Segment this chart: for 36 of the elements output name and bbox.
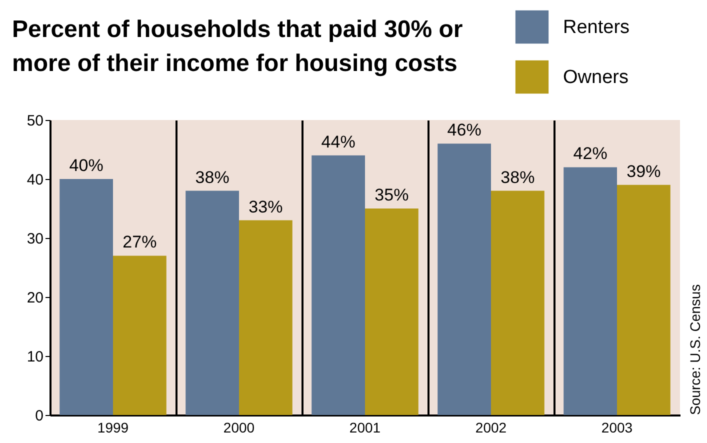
bar [60,179,113,415]
data-label: 27% [122,232,157,252]
data-label: 35% [374,186,409,204]
legend-label: Owners [563,67,628,88]
y-tick-label: 50 [26,112,44,130]
bar [491,190,544,415]
bar [564,167,617,415]
data-label: 44% [321,132,356,152]
data-label: 39% [626,162,661,181]
data-label: 42% [573,144,608,164]
source-note: Source: U.S. Census [687,284,703,415]
data-label: 46% [447,120,482,140]
bar [365,208,418,415]
data-label: 40% [69,156,104,175]
bar [239,220,292,415]
text: Percent of households that paid 30% or [12,16,463,43]
y-tick-label: 40 [26,172,44,188]
bar [438,144,491,415]
x-tick-label: 2002 [475,420,507,436]
y-tick-label: 10 [26,348,44,366]
y-tick-label: 0 [35,408,44,424]
x-tick-label: 1999 [97,420,129,436]
x-tick-label: 2000 [223,420,255,436]
data-label: 38% [195,168,230,187]
bar [186,190,239,415]
y-tick-label: 20 [26,290,44,306]
x-tick-label: 2001 [349,420,381,436]
x-tick-label: 2003 [601,420,633,436]
data-label: 33% [248,197,283,216]
bar [617,184,670,415]
y-tick-label: 30 [26,230,44,248]
bar [312,155,365,415]
data-label: 38% [500,168,535,187]
legend-label: Renters [563,17,630,38]
text: more of their income for housing costs [12,50,458,77]
bar [113,256,166,415]
